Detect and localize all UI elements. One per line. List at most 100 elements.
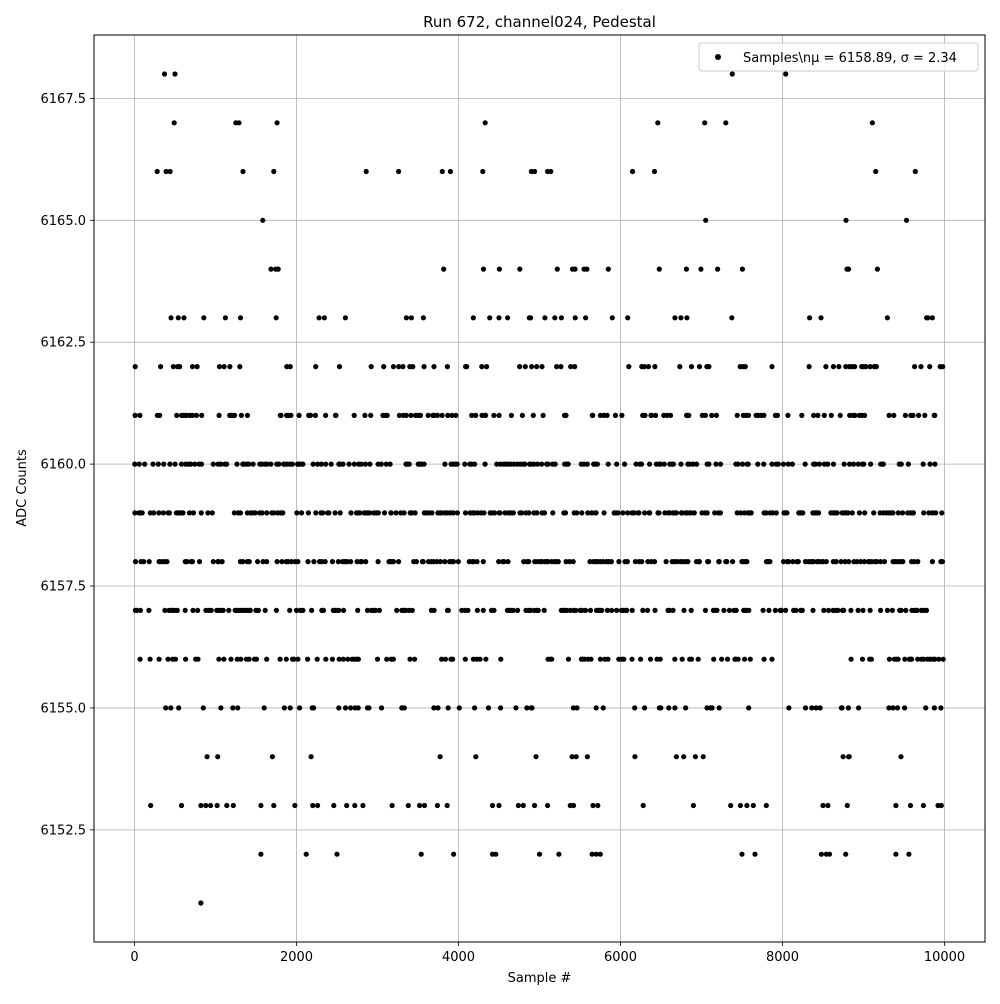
data-point (569, 754, 575, 760)
data-point (845, 510, 851, 516)
data-point (773, 510, 779, 516)
data-point (661, 461, 667, 467)
data-point (493, 851, 499, 857)
data-point (177, 364, 183, 370)
data-point (714, 607, 720, 614)
data-point (640, 802, 646, 809)
data-point (785, 461, 791, 467)
data-point (520, 802, 526, 809)
data-point (473, 754, 479, 760)
data-point (441, 266, 447, 272)
data-point (390, 656, 396, 662)
data-point (652, 559, 658, 565)
data-point (148, 802, 154, 809)
data-point (891, 412, 897, 418)
data-point (733, 607, 739, 614)
data-point (344, 559, 350, 565)
data-point (281, 705, 287, 711)
data-point (132, 364, 138, 370)
data-point (381, 510, 388, 516)
data-point (656, 266, 662, 272)
data-point (940, 364, 946, 370)
data-point (672, 315, 678, 321)
data-point (524, 705, 530, 711)
data-point (172, 656, 179, 662)
data-point (843, 851, 849, 857)
data-point (421, 802, 428, 809)
data-point (388, 510, 394, 516)
data-point (593, 510, 599, 516)
data-point (810, 607, 816, 614)
data-point (501, 559, 507, 565)
data-point (688, 607, 694, 614)
data-point (295, 656, 301, 662)
data-point (729, 71, 735, 77)
data-point (215, 754, 221, 760)
data-point (198, 461, 205, 467)
data-point (915, 656, 921, 662)
data-point (258, 851, 264, 857)
y-tick-label: 6155.0 (41, 701, 87, 716)
data-point (498, 656, 504, 662)
data-point (479, 364, 485, 370)
data-point (357, 510, 363, 516)
data-point (228, 656, 234, 662)
data-points (132, 71, 946, 906)
data-point (313, 364, 319, 370)
data-point (498, 705, 504, 711)
data-point (311, 559, 317, 565)
data-point (645, 364, 652, 370)
data-point (790, 559, 796, 565)
data-point (843, 217, 849, 223)
data-point (863, 364, 869, 370)
data-point (464, 364, 470, 370)
data-point (312, 412, 318, 418)
data-point (539, 364, 545, 370)
data-point (620, 510, 626, 516)
data-point (844, 802, 850, 809)
data-point (532, 168, 538, 175)
data-point (496, 412, 502, 418)
data-point (473, 412, 479, 418)
data-point (890, 705, 896, 711)
data-point (262, 607, 268, 614)
data-point (420, 559, 426, 565)
data-point (927, 461, 933, 467)
data-point (632, 754, 638, 760)
data-point (431, 705, 437, 711)
data-point (455, 559, 461, 565)
data-point (308, 754, 314, 760)
data-point (363, 168, 369, 175)
data-point (846, 559, 852, 565)
data-point (587, 559, 593, 565)
data-point (528, 607, 534, 614)
data-point (201, 315, 207, 321)
data-point (931, 705, 938, 711)
data-point (845, 705, 852, 711)
x-axis-ticks: 0 2000 4000 6000 8000 10000 (130, 942, 965, 965)
data-point (532, 802, 538, 809)
data-point (638, 461, 645, 467)
data-point (630, 168, 636, 175)
data-point (894, 705, 901, 711)
data-point (840, 754, 846, 760)
data-point (408, 315, 414, 321)
data-point (614, 607, 620, 614)
data-point (848, 607, 854, 614)
data-point (835, 607, 841, 614)
data-point (255, 559, 261, 565)
data-point (132, 461, 138, 467)
data-point (314, 656, 320, 662)
data-point (247, 607, 253, 614)
data-point (442, 559, 448, 565)
data-point (168, 315, 174, 321)
data-point (807, 315, 813, 321)
data-point (666, 705, 672, 711)
data-point (684, 315, 690, 321)
data-point (519, 412, 526, 418)
data-point (396, 364, 402, 370)
data-point (199, 412, 205, 418)
data-point (358, 461, 364, 467)
data-point (859, 656, 866, 662)
data-point (264, 510, 270, 516)
